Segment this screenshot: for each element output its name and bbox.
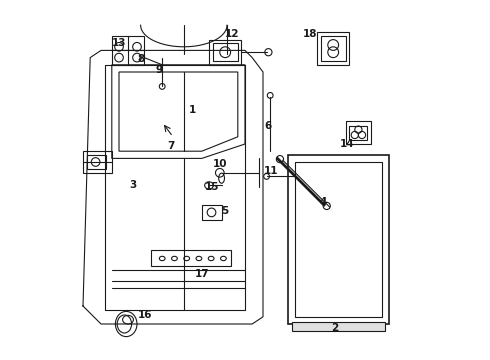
Bar — [87, 155, 106, 169]
Text: 18: 18 — [302, 29, 317, 39]
Bar — [292, 322, 386, 331]
Bar — [349, 126, 368, 140]
Bar — [213, 43, 238, 61]
Text: 3: 3 — [130, 180, 137, 190]
Text: 4: 4 — [320, 197, 327, 207]
Text: 9: 9 — [156, 65, 163, 75]
Bar — [317, 32, 349, 65]
Text: 7: 7 — [168, 141, 175, 151]
Text: 17: 17 — [195, 269, 209, 279]
Bar — [83, 151, 112, 173]
Text: 15: 15 — [205, 182, 219, 192]
Text: 6: 6 — [265, 121, 272, 131]
Text: 8: 8 — [138, 54, 145, 64]
Text: 16: 16 — [138, 310, 152, 320]
Text: 2: 2 — [331, 323, 339, 333]
Bar — [202, 205, 221, 220]
Text: 13: 13 — [112, 38, 126, 48]
Bar — [320, 36, 346, 61]
Text: 11: 11 — [264, 166, 278, 176]
Text: 1: 1 — [189, 105, 196, 115]
Text: 5: 5 — [221, 206, 229, 216]
Bar — [209, 40, 242, 65]
Bar — [346, 121, 371, 144]
Text: 14: 14 — [340, 139, 355, 149]
Text: 12: 12 — [225, 29, 240, 39]
Text: 10: 10 — [213, 159, 227, 169]
Bar — [151, 250, 231, 266]
